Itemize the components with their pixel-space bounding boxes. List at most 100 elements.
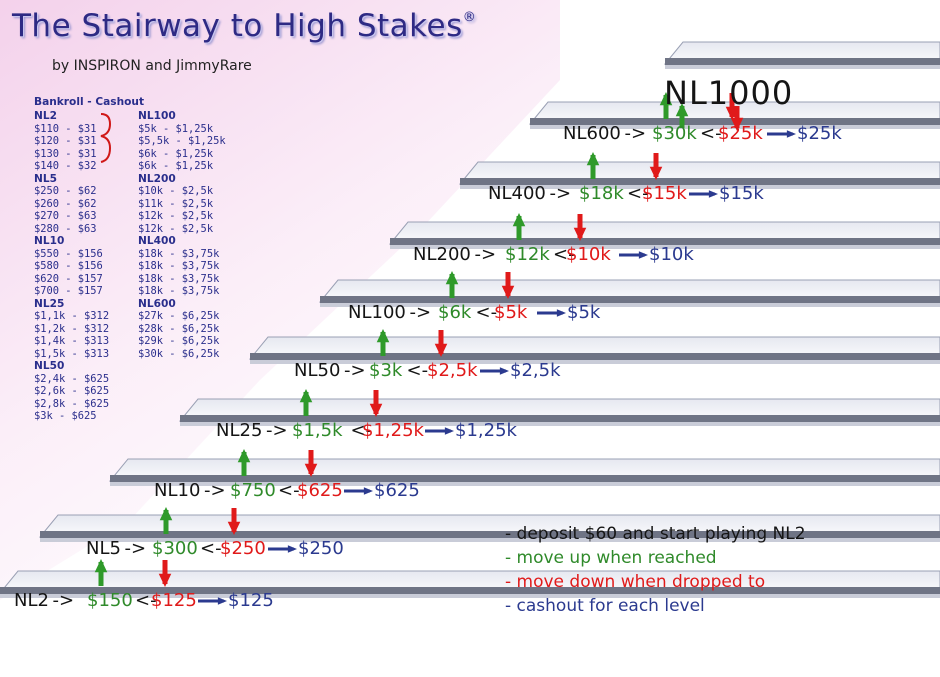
bankroll-group-heading: NL2	[34, 110, 57, 122]
note-cashout: - cashout for each level	[505, 596, 705, 616]
page-title: The Stairway to High Stakes®	[12, 8, 477, 44]
stair-edge	[390, 238, 940, 245]
bankroll-row: $12k - $2,5k	[138, 210, 214, 222]
move-down-threshold: $625	[297, 480, 343, 501]
instructions: - deposit $60 and start playing NL2 - mo…	[505, 522, 806, 618]
bankroll-group-heading: NL200	[138, 172, 176, 185]
bankroll-row: $5,5k - $1,25k	[138, 135, 226, 147]
bankroll-group-heading: NL600	[138, 297, 176, 310]
move-up-separator: ->	[52, 590, 75, 611]
stair-shadow	[665, 65, 940, 69]
bankroll-group-heading: NL25	[34, 297, 65, 310]
move-down-separator: <-	[200, 538, 222, 559]
bankroll-row: $18k - $3,75k	[138, 272, 220, 285]
bankroll-group-heading: NL400	[138, 235, 176, 247]
stair-shadow	[180, 422, 940, 426]
cashout-arrow	[689, 190, 718, 198]
cashout-arrow	[619, 251, 648, 259]
bankroll-row: $700 - $157	[34, 285, 103, 297]
cashout-arrow	[767, 130, 796, 138]
cashout-arrow	[268, 545, 297, 553]
move-down-threshold: $15k	[642, 183, 687, 204]
bankroll-row: $5k - $1,25k	[138, 122, 214, 135]
move-down-threshold: $250	[220, 538, 266, 559]
bankroll-column-high: NL100 $5k - $1,25k $5,5k - $1,25k $6k - $1,…	[138, 110, 248, 360]
move-up-arrow	[237, 449, 251, 476]
bankroll-row: $1,1k - $312	[34, 310, 110, 322]
bankroll-heading: Bankroll - Cashout	[34, 96, 145, 108]
move-up-threshold: $18k	[579, 183, 624, 204]
move-down-threshold: $10k	[566, 244, 611, 265]
move-up-arrow	[445, 271, 459, 298]
bankroll-row: $12k - $2,5k	[138, 222, 214, 235]
move-up-arrow	[376, 329, 390, 356]
cashout-arrow	[198, 597, 227, 605]
bankroll-row: $3k - $625	[34, 410, 97, 422]
bankroll-table: Bankroll - Cashout NL2 $110 - $31 $120 - $…	[34, 96, 226, 422]
cashout-amount: $25k	[797, 123, 842, 144]
stair-edge	[320, 296, 940, 303]
move-up-arrow	[159, 507, 173, 534]
move-up-arrow	[659, 92, 673, 119]
bankroll-row: $580 - $156	[34, 260, 103, 272]
move-down-arrow	[573, 214, 587, 241]
move-down-arrow	[434, 330, 448, 357]
bankroll-row: $260 - $62	[34, 197, 97, 210]
bankroll-row: $27k - $6,25k	[138, 310, 220, 322]
bankroll-row: $1,5k - $313	[34, 347, 110, 360]
cashout-arrow	[537, 309, 566, 317]
move-up-arrow	[299, 389, 313, 416]
stair-shadow	[40, 538, 940, 542]
bankroll-row: $30k - $6,25k	[138, 347, 220, 360]
move-down-arrow	[227, 508, 241, 535]
bankroll-group-heading: NL100	[138, 110, 176, 122]
bankroll-row: $550 - $156	[34, 247, 103, 260]
top-level-label: NL1000	[664, 74, 794, 112]
step-level-label: NL25	[216, 420, 263, 441]
move-up-arrow	[94, 559, 108, 586]
step-level-label: NL10	[154, 480, 201, 501]
bankroll-row: $250 - $62	[34, 185, 97, 197]
move-up-separator: ->	[344, 360, 366, 381]
stair-edge	[180, 415, 940, 422]
bankroll-group-heading: NL50	[34, 360, 65, 372]
bankroll-row: $110 - $31	[34, 122, 97, 135]
move-down-arrow	[158, 560, 172, 587]
move-up-threshold: $12k	[505, 244, 550, 265]
red-bracket-mark	[100, 113, 112, 163]
move-up-separator: ->	[549, 183, 572, 204]
stair-shadow	[250, 360, 940, 364]
step-level-label: NL5	[86, 538, 121, 559]
cashout-arrow	[344, 487, 373, 495]
cashout-amount: $2,5k	[510, 360, 561, 381]
move-down-separator: <-	[627, 183, 649, 204]
cashout-amount: $1,25k	[455, 420, 517, 441]
bankroll-row: $18k - $3,75k	[138, 285, 220, 297]
bankroll-row: $6k - $1,25k	[138, 147, 214, 160]
bankroll-row: $18k - $3,75k	[138, 260, 220, 272]
bankroll-row: $6k - $1,25k	[138, 160, 214, 172]
move-down-arrow	[730, 106, 744, 131]
cashout-arrow	[425, 427, 454, 435]
bankroll-row: $11k - $2,5k	[138, 197, 214, 210]
move-down-separator: <-	[350, 420, 373, 441]
move-down-threshold: $125	[151, 590, 197, 611]
move-up-threshold: $1,5k	[292, 420, 343, 441]
move-down-separator: <-	[278, 480, 300, 501]
stair-edge	[460, 178, 940, 185]
move-up-separator: ->	[124, 538, 147, 559]
move-up-separator: ->	[204, 480, 226, 501]
move-up-threshold: $6k	[438, 302, 472, 323]
move-down-arrow	[304, 450, 318, 477]
move-up-threshold: $150	[87, 590, 133, 611]
cashout-amount: $250	[298, 538, 344, 559]
move-down-separator: <-	[135, 590, 157, 611]
note-move-up: - move up when reached	[505, 548, 717, 568]
cashout-amount: $15k	[719, 183, 764, 204]
stair-shadow	[110, 482, 940, 486]
move-down-arrow	[501, 272, 515, 299]
move-up-arrow	[675, 103, 689, 128]
stair-shadow	[0, 594, 940, 598]
step-level-label: NL600	[563, 123, 621, 144]
